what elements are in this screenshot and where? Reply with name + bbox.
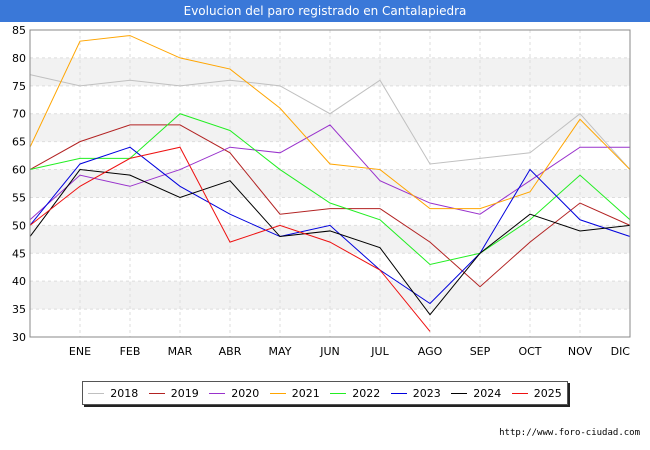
y-tick-label: 65: [12, 136, 26, 149]
series-lines: [29, 35, 631, 332]
series-line-2021: [29, 35, 631, 210]
y-tick-label: 35: [12, 303, 26, 316]
y-tick-label: 40: [12, 275, 26, 288]
legend-item-2019: 2019: [148, 386, 199, 400]
x-tick-label: SEP: [470, 345, 491, 358]
legend-swatch: [511, 392, 528, 394]
legend-item-2025: 2025: [511, 386, 562, 400]
line-chart: 30 35 40 45 50 55 60 65 70 75 80 85 ENE FEB MAR ABR MAY…: [12, 24, 631, 358]
y-tick-label: 50: [12, 219, 26, 232]
series-line-2020: [29, 124, 630, 221]
x-axis-ticks: ENE FEB MAR ABR MAY JUN JUL AGO SEP OCT NOV DIC: [69, 345, 630, 358]
legend-swatch: [330, 392, 347, 394]
legend-label: 2021: [291, 386, 320, 400]
plot-frame: [29, 29, 631, 338]
legend-label: 2022: [352, 386, 381, 400]
legend-swatch: [451, 392, 468, 394]
x-tick-label: FEB: [120, 345, 141, 358]
x-tick-label: ENE: [69, 345, 91, 358]
legend-item-2021: 2021: [269, 386, 320, 400]
legend-label: 2019: [170, 386, 199, 400]
series-line-2019: [29, 124, 631, 288]
legend-label: 2020: [231, 386, 260, 400]
y-axis-ticks: 30 35 40 45 50 55 60 65 70 75 80 85: [12, 24, 26, 344]
legend-item-2022: 2022: [330, 387, 380, 400]
x-tick-label: MAR: [168, 345, 193, 358]
x-tick-label: MAY: [269, 345, 292, 358]
source-label: http://www.foro-ciudad.com: [499, 428, 640, 438]
legend: 2018 2019 2020 2021 2022 2023 2024 2025: [82, 381, 568, 405]
legend-swatch: [269, 392, 286, 394]
series-line-2024: [29, 169, 631, 316]
x-tick-label: ABR: [219, 345, 242, 358]
legend-item-2023: 2023: [390, 386, 441, 400]
series-line-2023: [29, 146, 631, 305]
legend-swatch: [88, 392, 105, 394]
series-line-2018: [29, 74, 631, 170]
y-tick-label: 75: [12, 80, 26, 93]
legend-label: 2023: [412, 386, 441, 400]
x-tick-label: OCT: [518, 345, 541, 358]
y-tick-label: 85: [12, 24, 26, 37]
legend-swatch: [209, 392, 226, 394]
x-tick-label: AGO: [418, 345, 443, 358]
chart-title: Evolucion del paro registrado en Cantala…: [0, 0, 650, 22]
legend-label: 2025: [533, 386, 562, 400]
legend-swatch: [148, 392, 165, 394]
x-tick-label: JUL: [370, 345, 389, 358]
y-tick-label: 60: [12, 164, 26, 177]
series-line-2025: [29, 146, 431, 332]
legend-item-2024: 2024: [451, 387, 501, 400]
x-tick-label: DIC: [611, 345, 631, 358]
x-tick-label: NOV: [568, 345, 593, 358]
x-tick-label: JUN: [319, 345, 340, 358]
y-tick-label: 45: [12, 247, 26, 260]
legend-item-2020: 2020: [209, 387, 259, 400]
y-tick-label: 30: [12, 331, 26, 344]
legend-label: 2018: [110, 386, 139, 400]
y-tick-label: 55: [12, 191, 26, 204]
legend-item-2018: 2018: [88, 387, 138, 400]
legend-label: 2024: [473, 386, 502, 400]
y-tick-label: 70: [12, 108, 26, 121]
legend-swatch: [390, 392, 407, 394]
y-tick-label: 80: [12, 52, 26, 65]
